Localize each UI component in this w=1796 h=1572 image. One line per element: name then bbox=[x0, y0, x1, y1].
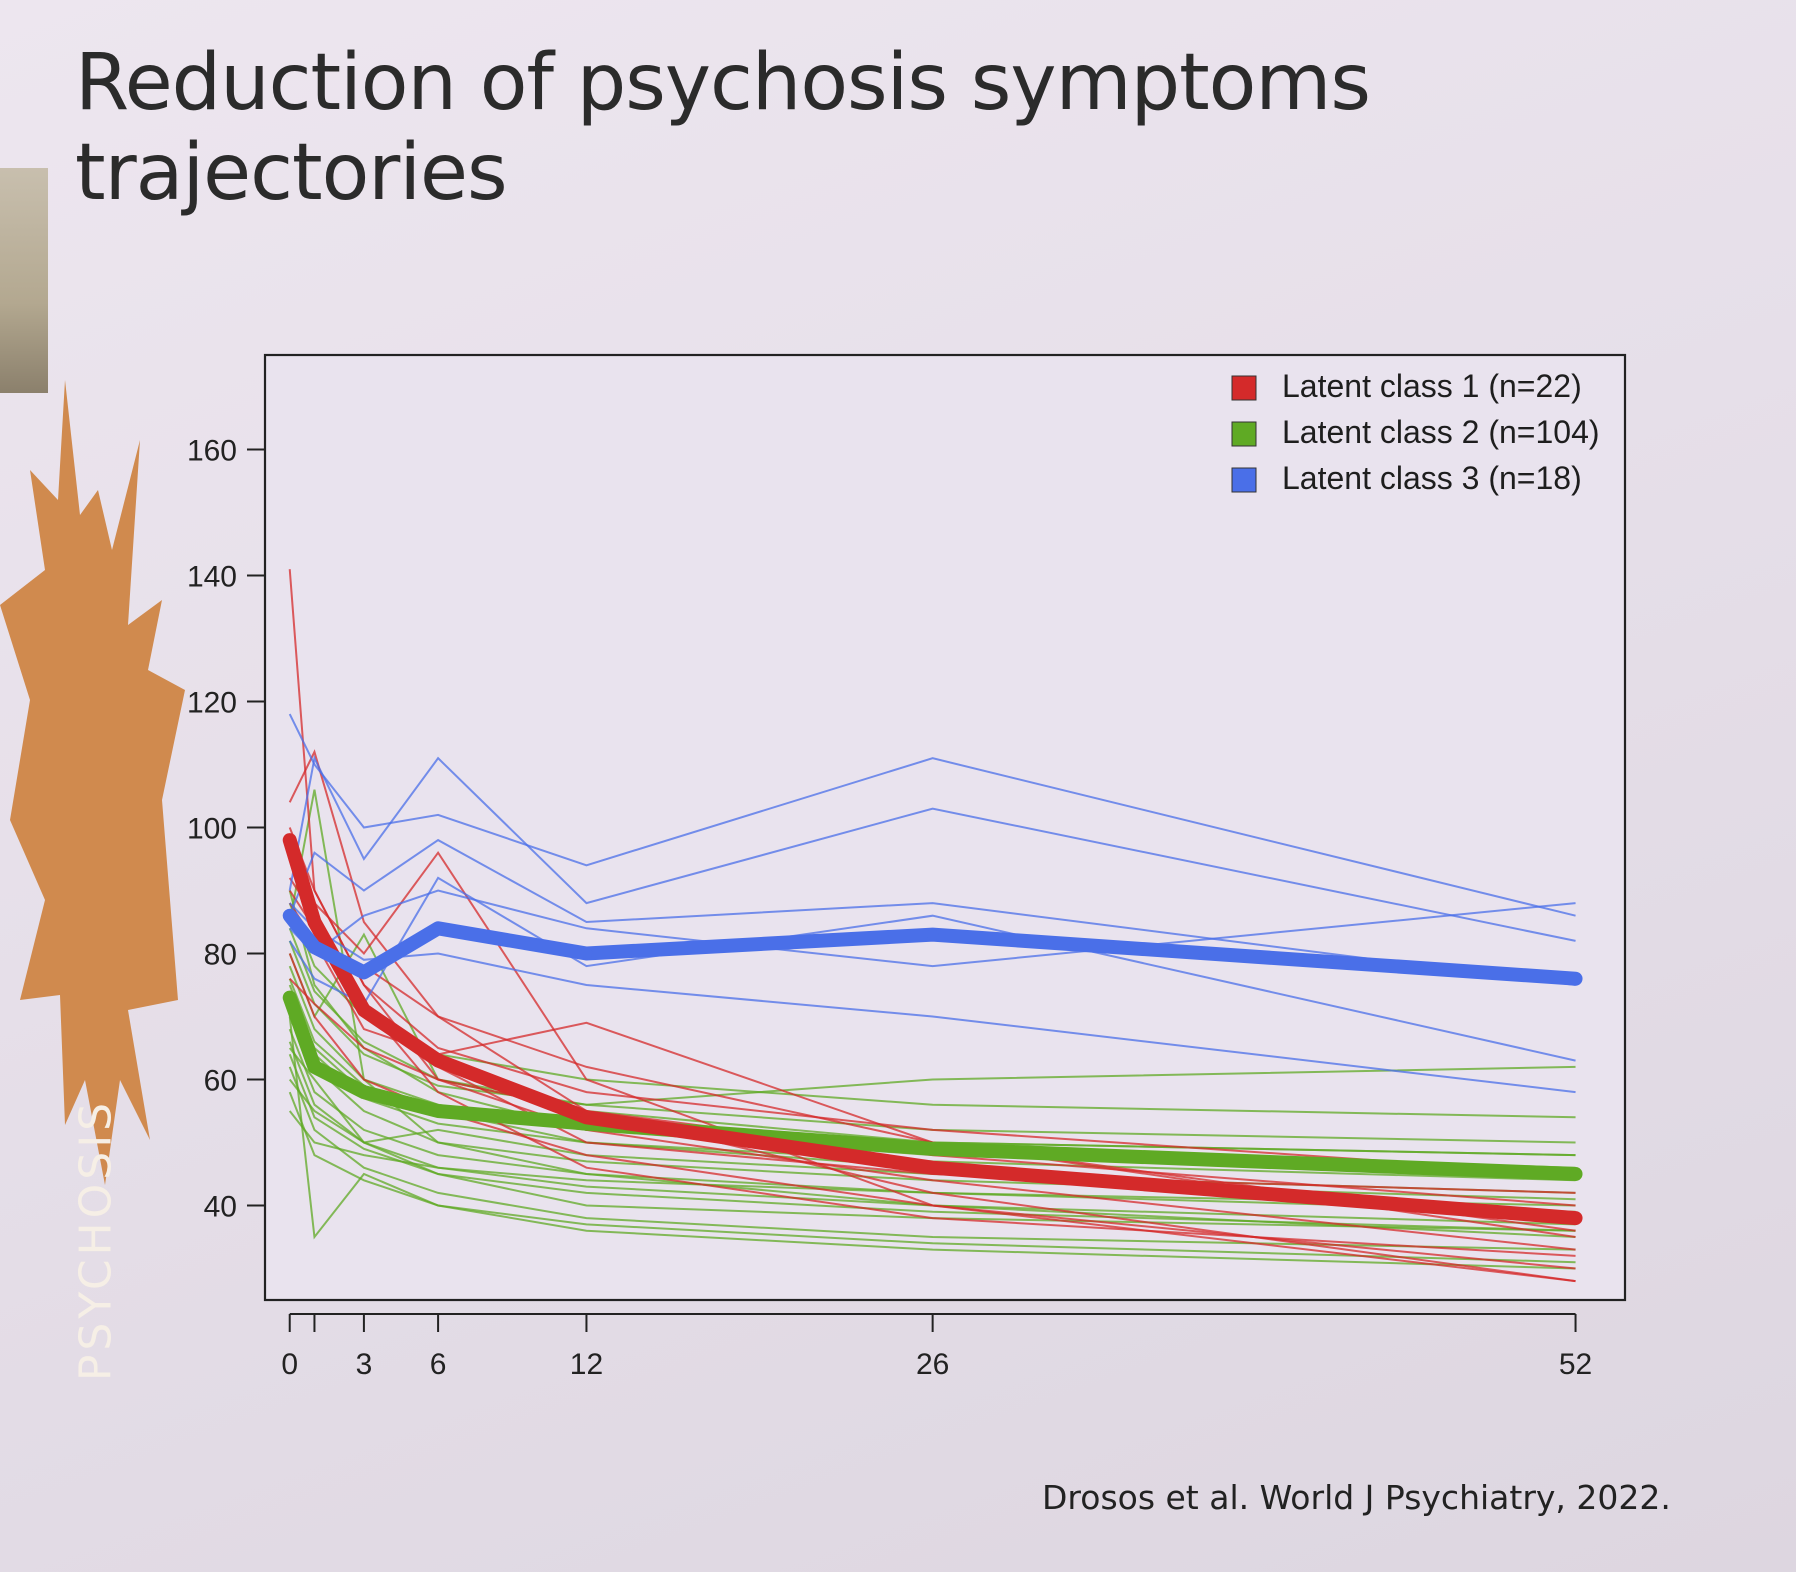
mean-point-class-3 bbox=[580, 947, 593, 960]
x-tick-label: 26 bbox=[916, 1348, 949, 1381]
mean-point-class-2 bbox=[1569, 1168, 1582, 1180]
legend-swatch-class-3 bbox=[1231, 467, 1257, 493]
slide-title: Reduction of psychosis symptoms trajecto… bbox=[75, 38, 1371, 218]
burst-shape-icon bbox=[0, 380, 185, 1185]
mean-point-class-1 bbox=[580, 1111, 593, 1124]
mean-point-class-1 bbox=[357, 1004, 370, 1017]
x-tick-label: 52 bbox=[1559, 1348, 1592, 1381]
mean-point-class-1 bbox=[1569, 1212, 1582, 1225]
x-tick-label: 0 bbox=[281, 1348, 298, 1381]
y-tick-label: 60 bbox=[204, 1065, 237, 1098]
y-tick-label: 120 bbox=[187, 687, 237, 720]
individual-trajectory-class3 bbox=[288, 838, 1576, 986]
x-tick-label: 6 bbox=[430, 1348, 447, 1381]
mean-point-class-2 bbox=[926, 1142, 939, 1155]
legend-label-class-1: Latent class 1 (n=22) bbox=[1282, 368, 1582, 404]
mean-point-class-3 bbox=[308, 941, 321, 954]
axes: 40 60 80 100 120 140 160 0 3 6 12 26 52 bbox=[187, 435, 1592, 1382]
badge-label: PSYCHOSIS bbox=[70, 1098, 122, 1382]
mean-point-class-1 bbox=[308, 916, 321, 928]
mean-point-class-2 bbox=[432, 1105, 445, 1117]
y-tick-label: 160 bbox=[187, 435, 237, 468]
y-tick-label: 80 bbox=[204, 939, 237, 972]
x-tick-label: 12 bbox=[570, 1348, 603, 1381]
mean-point-class-1 bbox=[283, 834, 296, 847]
mean-trajectories bbox=[282, 833, 1583, 1226]
mean-point-class-3 bbox=[432, 922, 445, 935]
legend-swatch-class-1 bbox=[1231, 375, 1257, 401]
mean-point-class-1 bbox=[432, 1054, 445, 1067]
mean-point-class-3 bbox=[926, 928, 939, 941]
y-tick-label: 140 bbox=[187, 561, 237, 594]
mean-point-class-3 bbox=[357, 966, 370, 979]
trajectory-chart: 40 60 80 100 120 140 160 0 3 6 12 26 52 Latent class… bbox=[187, 353, 1627, 1382]
citation: Drosos et al. World J Psychiatry, 2022. bbox=[1042, 1478, 1671, 1517]
mean-point-class-3 bbox=[283, 909, 296, 922]
legend-swatch-class-2 bbox=[1231, 421, 1257, 447]
individual-trajectory-class1 bbox=[288, 827, 1576, 1175]
individual-trajectory-class2 bbox=[288, 1053, 1576, 1232]
legend-label-class-3: Latent class 3 (n=18) bbox=[1282, 460, 1582, 496]
individual-trajectory-class3 bbox=[288, 755, 1576, 942]
y-tick-label: 40 bbox=[204, 1191, 237, 1224]
individual-trajectory-class3 bbox=[288, 876, 1576, 1062]
legend-label-class-2: Latent class 2 (n=104) bbox=[1282, 414, 1600, 450]
mean-point-class-2 bbox=[308, 1060, 321, 1073]
mean-point-class-3 bbox=[1569, 972, 1582, 985]
individual-trajectory-class3 bbox=[288, 713, 1576, 917]
mean-point-class-2 bbox=[283, 991, 296, 1004]
x-tick-label: 3 bbox=[356, 1348, 373, 1381]
legend: Latent class 1 (n=22) Latent class 2 (n=1… bbox=[1231, 368, 1600, 496]
psychosis-badge: PSYCHOSIS bbox=[0, 380, 200, 1381]
photo-edge bbox=[0, 168, 48, 393]
individual-trajectory-class2 bbox=[288, 1066, 1576, 1251]
y-tick-label: 100 bbox=[187, 813, 237, 846]
mean-point-class-1 bbox=[926, 1161, 939, 1174]
individual-trajectory-class2 bbox=[288, 1091, 1576, 1264]
mean-point-class-2 bbox=[357, 1086, 370, 1099]
